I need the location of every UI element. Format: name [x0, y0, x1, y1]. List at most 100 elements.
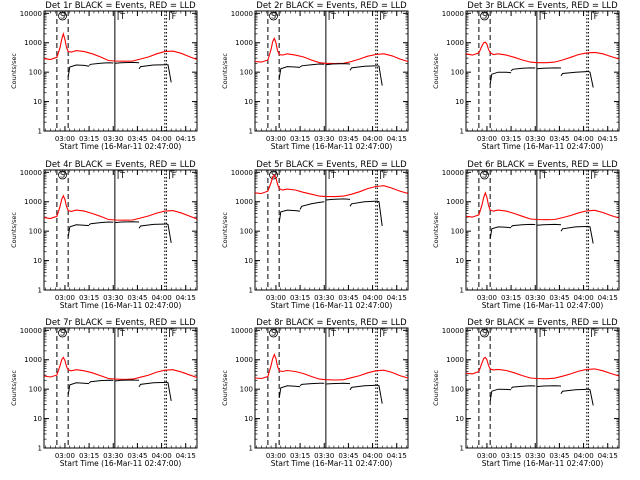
lld-series-line	[43, 194, 198, 221]
events-series-line	[510, 67, 536, 72]
events-series-line	[560, 71, 589, 77]
x-tick-label: 03:45	[127, 135, 147, 143]
x-tick-label: 03:00	[266, 452, 286, 460]
y-tick-label: 1000	[446, 39, 464, 47]
marker-circle	[58, 11, 67, 21]
events-series-line	[299, 63, 325, 68]
detector-panel: Det 1r BLACK = Events, RED = LLD 1 10 100 10…	[10, 1, 198, 151]
detector-panel: Det 8r BLACK = Events, RED = LLD 1 10 100 10…	[221, 318, 409, 468]
y-tick-label: 1000	[446, 356, 464, 364]
panel-title: Det 2r BLACK = Events, RED = LLD	[256, 1, 407, 11]
events-series-line	[588, 388, 594, 406]
y-axis-label: Counts/sec	[10, 370, 18, 406]
events-series-line	[489, 388, 512, 401]
x-tick-label: 03:15	[290, 294, 310, 302]
plot-frame	[43, 327, 198, 449]
marker-label: F	[172, 171, 177, 180]
detector-panel: Det 9r BLACK = Events, RED = LLD 1 10 100 10…	[432, 318, 620, 468]
events-series-line	[88, 62, 114, 66]
marker-label: T	[330, 329, 336, 338]
x-tick-label: 04:00	[573, 135, 593, 143]
panel-title: Det 5r BLACK = Events, RED = LLD	[256, 160, 407, 170]
y-tick-label: 1000	[235, 198, 253, 206]
marker-label: T	[330, 12, 336, 21]
lld-series-line	[254, 37, 409, 65]
marker-label: S	[60, 12, 65, 21]
x-axis-label: Start Time (16-Mar-11 02:47:00)	[60, 301, 182, 310]
y-tick-label: 100	[240, 228, 253, 236]
marker-circle	[480, 170, 489, 180]
y-axis-label: Counts/sec	[221, 53, 229, 89]
y-tick-label: 10	[455, 257, 464, 265]
x-tick-label: 04:00	[362, 135, 382, 143]
y-tick-label: 10	[33, 98, 42, 106]
marker-circle	[269, 328, 278, 338]
marker-label: T	[119, 12, 125, 21]
events-series-line	[67, 64, 90, 77]
events-series-line	[377, 65, 383, 86]
marker-label: F	[594, 171, 599, 180]
y-tick-label: 1	[249, 287, 253, 295]
x-tick-label: 04:15	[598, 452, 618, 460]
marker-bracket	[117, 328, 124, 337]
events-series-line	[114, 379, 140, 382]
y-tick-label: 10	[244, 257, 253, 265]
x-tick-label: 03:00	[55, 452, 75, 460]
y-tick-label: 10000	[231, 169, 253, 177]
x-tick-label: 03:30	[314, 294, 334, 302]
y-axis-label: Counts/sec	[221, 370, 229, 406]
y-tick-label: 10000	[20, 327, 42, 335]
marker-bracket	[539, 11, 546, 20]
x-tick-label: 04:15	[598, 135, 618, 143]
x-tick-label: 03:15	[501, 135, 521, 143]
events-series-line	[349, 384, 378, 391]
plot-frame	[254, 327, 409, 449]
y-tick-label: 10000	[231, 10, 253, 18]
detector-panel: Det 7r BLACK = Events, RED = LLD 1 10 100 10…	[10, 318, 198, 468]
panel-title: Det 9r BLACK = Events, RED = LLD	[467, 318, 618, 328]
plot-frame	[43, 169, 198, 291]
marker-circle	[480, 328, 489, 338]
y-tick-label: 1000	[235, 39, 253, 47]
marker-bracket	[380, 11, 386, 20]
panel-title: Det 7r BLACK = Events, RED = LLD	[45, 318, 196, 328]
y-tick-label: 100	[29, 69, 42, 77]
x-tick-label: 03:15	[501, 452, 521, 460]
y-tick-label: 100	[451, 386, 464, 394]
events-series-line	[510, 223, 536, 228]
events-series-line	[560, 225, 589, 232]
events-series-line	[299, 201, 325, 210]
x-tick-label: 03:15	[79, 452, 99, 460]
y-axis-label: Counts/sec	[10, 212, 18, 248]
events-series-line	[325, 198, 351, 201]
marker-label: F	[594, 12, 599, 21]
x-tick-label: 03:30	[314, 135, 334, 143]
x-tick-label: 03:00	[266, 135, 286, 143]
y-tick-label: 100	[29, 386, 42, 394]
x-tick-label: 04:15	[176, 452, 196, 460]
lld-series-line	[43, 31, 198, 62]
events-series-line	[489, 71, 512, 84]
y-tick-label: 1000	[24, 198, 42, 206]
y-tick-label: 1000	[24, 356, 42, 364]
y-tick-label: 1000	[446, 198, 464, 206]
marker-label: S	[271, 329, 276, 338]
marker-bracket	[539, 170, 546, 179]
events-series-line	[377, 384, 383, 404]
y-tick-label: 10000	[442, 10, 464, 18]
x-tick-label: 03:30	[525, 294, 545, 302]
x-tick-label: 03:45	[127, 452, 147, 460]
marker-bracket	[169, 170, 175, 179]
x-axis-label: Start Time (16-Mar-11 02:47:00)	[271, 142, 393, 151]
y-tick-label: 10000	[20, 169, 42, 177]
x-tick-label: 03:00	[55, 135, 75, 143]
plot-frame	[465, 10, 620, 132]
detector-panel: Det 4r BLACK = Events, RED = LLD 1 10 100 10…	[10, 160, 198, 310]
marker-bracket	[591, 11, 597, 20]
marker-bracket	[117, 170, 124, 179]
events-series-line	[349, 65, 378, 71]
marker-bracket	[380, 328, 386, 337]
marker-label: S	[60, 329, 65, 338]
y-tick-label: 10	[33, 257, 42, 265]
marker-label: T	[541, 329, 547, 338]
